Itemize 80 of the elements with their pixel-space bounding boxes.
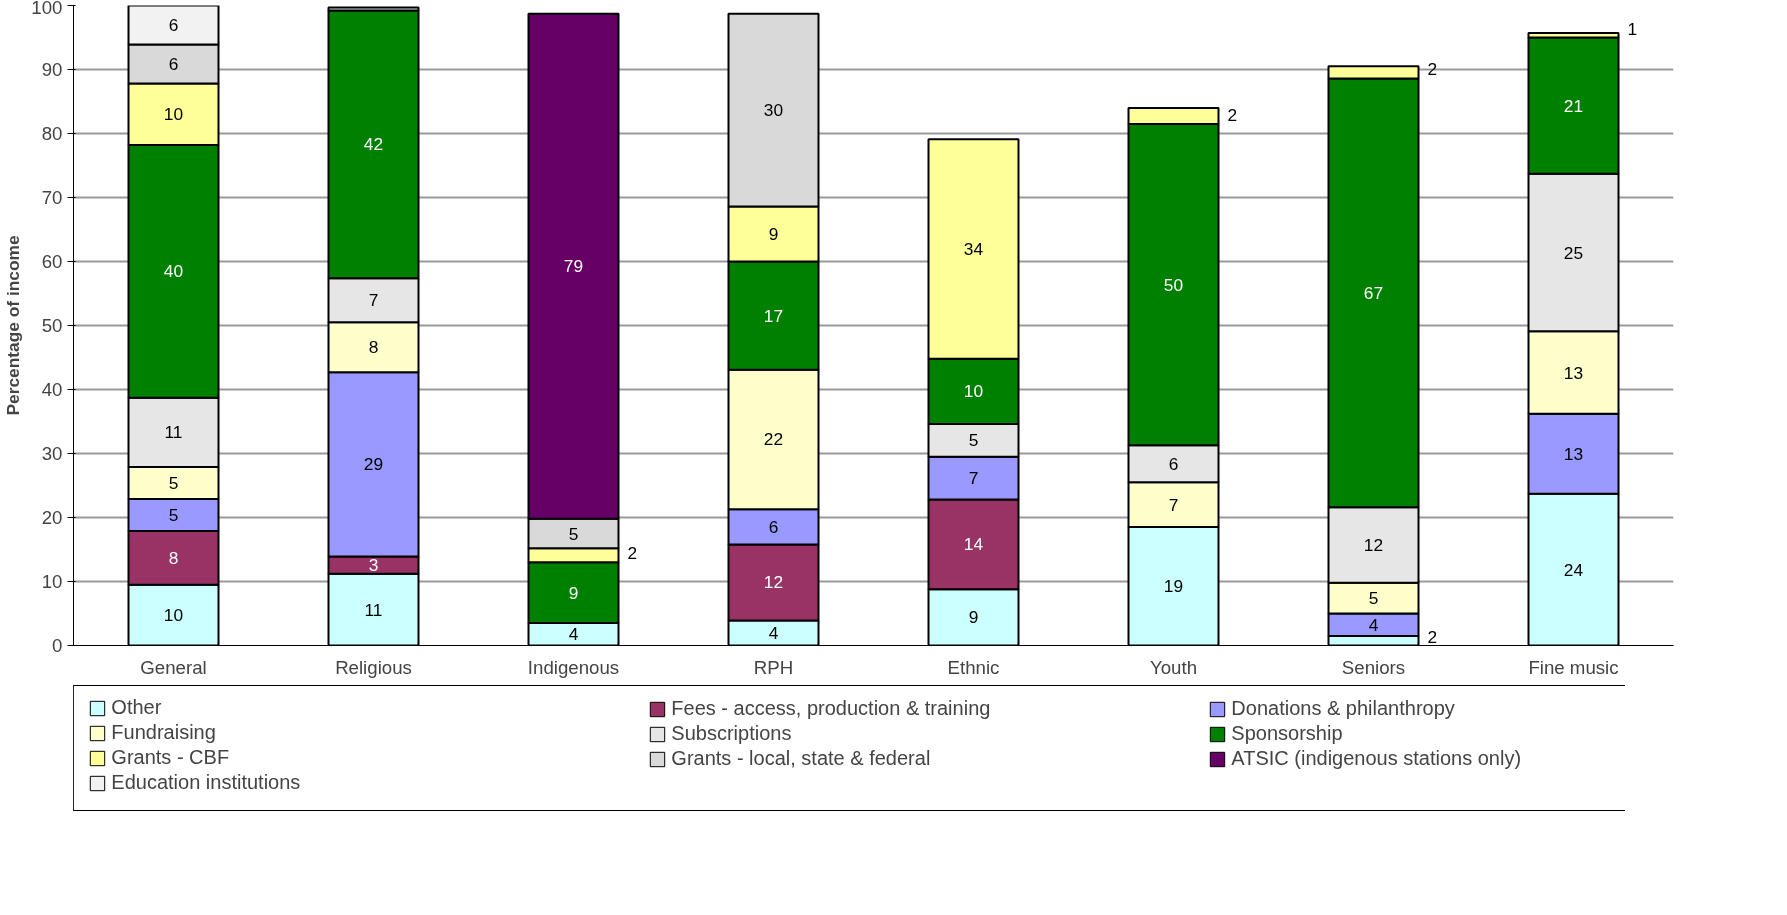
y-axis-title: Percentage of income	[3, 235, 24, 416]
y-tick-label: 100	[31, 0, 63, 18]
legend-label: Education institutions	[111, 771, 301, 794]
data-label: 29	[363, 454, 384, 475]
data-label: 10	[163, 104, 184, 125]
data-label: 17	[763, 305, 784, 326]
y-tick-label: 0	[52, 635, 63, 656]
data-label: 5	[968, 430, 979, 451]
data-label: 5	[168, 504, 179, 525]
data-label: 9	[568, 582, 579, 603]
data-label: 8	[368, 337, 379, 358]
data-label: 79	[563, 256, 584, 277]
legend-label: Fees - access, production & training	[671, 697, 991, 720]
data-label: 12	[1363, 535, 1384, 556]
data-label: 7	[368, 290, 379, 311]
data-label: 30	[763, 100, 784, 121]
x-tick-label: Ethnic	[947, 656, 1000, 678]
x-tick-label: Indigenous	[527, 656, 620, 678]
data-label: 5	[1368, 588, 1379, 609]
data-label: 21	[1563, 95, 1584, 116]
x-tick-label: Seniors	[1341, 656, 1406, 678]
x-tick-label: Fine music	[1528, 656, 1619, 678]
data-label: 6	[168, 15, 179, 36]
x-tick-label: General	[140, 656, 207, 678]
y-tick-label: 20	[41, 507, 63, 528]
x-tick-label: Religious	[335, 656, 412, 678]
data-label: 6	[168, 54, 179, 75]
y-tick-label: 50	[41, 315, 63, 336]
x-tick-label: RPH	[753, 656, 794, 678]
data-label: 24	[1563, 559, 1584, 580]
data-label: 1	[1627, 18, 1638, 39]
data-label: 4	[568, 624, 579, 645]
data-label: 2	[1427, 59, 1438, 80]
legend-label: Other	[111, 696, 162, 719]
y-tick-label: 60	[41, 251, 63, 272]
data-label: 2	[627, 543, 638, 564]
data-label: 9	[968, 607, 979, 628]
data-label: 11	[164, 422, 183, 443]
data-label: 2	[1227, 104, 1238, 125]
legend-label: ATSIC (indigenous stations only)	[1231, 747, 1522, 770]
y-tick-label: 80	[41, 123, 63, 144]
data-label: 6	[768, 516, 779, 537]
data-label: 40	[163, 261, 184, 282]
data-label: 4	[768, 623, 779, 644]
data-label: 7	[968, 468, 979, 489]
data-label: 50	[1163, 274, 1184, 295]
legend-label: Subscriptions	[671, 722, 792, 745]
data-label: 7	[1168, 494, 1179, 515]
data-label: 4	[1368, 614, 1379, 635]
data-label: 25	[1563, 242, 1584, 263]
y-tick-label: 90	[41, 59, 63, 80]
y-tick-label: 30	[41, 443, 63, 464]
data-label: 67	[1363, 282, 1384, 303]
data-label: 22	[763, 429, 784, 450]
legend-label: Grants - CBF	[111, 746, 230, 769]
legend-label: Grants - local, state & federal	[671, 747, 931, 770]
data-label: 14	[963, 534, 984, 555]
data-label: 12	[763, 572, 784, 593]
data-label: 13	[1563, 362, 1584, 383]
data-label: 5	[168, 472, 179, 493]
legend-label: Fundraising	[111, 721, 216, 744]
data-label: 11	[364, 599, 383, 620]
data-label: 42	[363, 134, 384, 155]
legend-label: Donations & philanthropy	[1231, 697, 1455, 720]
data-label: 10	[963, 381, 984, 402]
data-label: 9	[768, 223, 779, 244]
y-tick-label: 40	[41, 379, 63, 400]
data-label: 13	[1563, 443, 1584, 464]
data-label: 19	[1163, 576, 1184, 597]
data-label: 6	[1168, 453, 1179, 474]
legend-label: Sponsorship	[1231, 722, 1343, 745]
y-tick-label: 10	[41, 571, 63, 592]
x-tick-label: Youth	[1149, 656, 1198, 678]
data-label: 2	[1427, 626, 1438, 647]
data-label: 5	[568, 523, 579, 544]
data-label: 34	[963, 239, 984, 260]
data-label: 8	[168, 547, 179, 568]
data-label: 3	[368, 555, 379, 576]
y-tick-label: 70	[41, 187, 63, 208]
data-label: 10	[163, 605, 184, 626]
